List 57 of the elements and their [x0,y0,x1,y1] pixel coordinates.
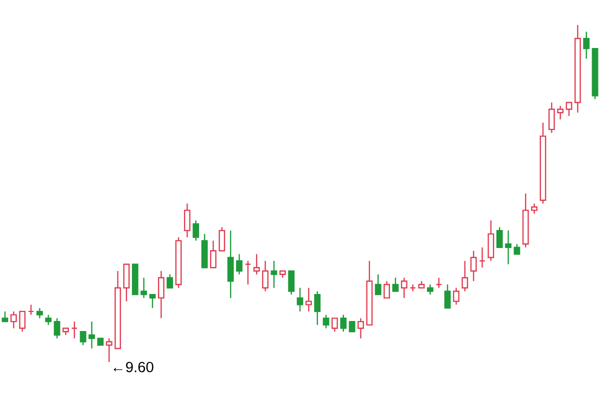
candlestick [28,304,34,316]
candlestick [244,260,252,286]
candlestick [236,254,242,275]
candlestick [358,318,364,339]
candlestick [54,318,60,339]
candlestick [444,284,451,309]
candlestick [557,105,564,120]
candlestick [158,270,164,319]
candlestick [505,230,512,265]
candlestick [470,250,477,282]
candlestick [314,290,321,326]
candlestick [374,274,382,296]
candlestick [192,220,200,242]
candlestick [322,314,330,329]
candlestick [566,102,572,117]
candlestick [270,260,278,288]
annotation: ←9.60 [114,362,154,372]
candlestick [583,31,590,60]
candlestick [514,243,520,255]
candlestick [400,277,408,299]
candlestick [123,264,130,302]
candlestick [166,274,174,288]
candlestick [488,220,494,262]
candlestick [462,260,468,292]
candlestick [71,320,78,339]
candlestick [227,230,234,299]
candlestick [288,270,295,296]
candlestick [410,284,416,292]
candlestick [10,310,17,329]
candlestick [496,226,503,248]
candlestick [479,246,486,268]
candlestick [210,240,216,268]
candlestick [80,331,86,346]
candlestick [452,287,460,306]
candlestick [531,203,538,214]
candlestick [262,260,268,292]
candlestick [149,294,156,309]
candlestick [36,307,43,319]
candlestick [184,203,190,238]
candlestick [348,320,356,332]
candlestick [253,254,260,275]
candlestick [332,318,338,332]
candlestick [296,287,304,312]
candlestick [340,314,347,332]
candlestick [548,102,555,134]
candlestick [106,338,112,363]
candlestick [392,277,399,292]
candlestick [45,314,52,326]
candlestick [218,226,226,252]
candlestick [305,287,312,312]
candlestick [88,320,95,350]
candlestick [19,310,26,332]
candlestick [140,277,148,299]
candlestick [2,310,8,322]
candlestick [426,284,434,296]
candlestick [436,277,442,288]
candlestick [384,280,390,299]
